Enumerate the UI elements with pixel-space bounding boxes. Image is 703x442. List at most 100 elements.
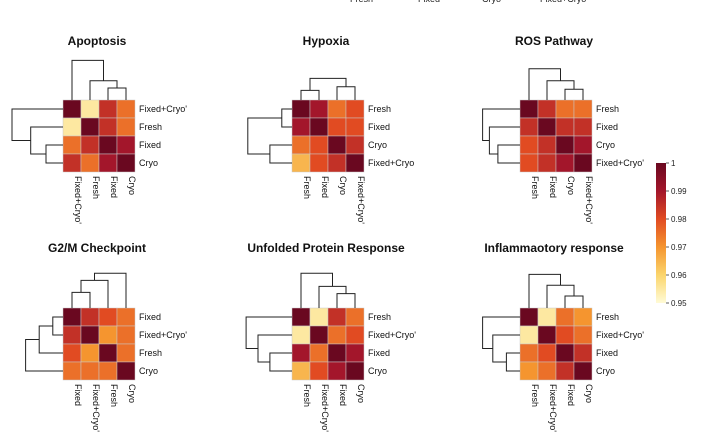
heatmap-cell bbox=[291, 361, 311, 381]
colorbar-tick-label: 0.98 bbox=[671, 215, 687, 224]
column-label: Cryo bbox=[356, 384, 366, 403]
column-label: Fixed+Cryo' bbox=[356, 176, 366, 224]
heatmap-cell bbox=[62, 117, 82, 137]
column-label: Fixed+Cryo' bbox=[91, 384, 101, 432]
heatmap-panel: ROS Pathway Fresh Fixed Cryo Fixed+Cryo' Fres… bbox=[482, 34, 644, 224]
heatmap-cell bbox=[80, 361, 100, 381]
panel-title: Unfolded Protein Response bbox=[247, 241, 405, 255]
heatmap-cell bbox=[345, 153, 365, 173]
row-dendrogram-branch bbox=[52, 316, 63, 336]
heatmap-cell bbox=[62, 307, 82, 327]
row-dendrogram-branch bbox=[257, 334, 292, 363]
heatmap-cell bbox=[537, 117, 557, 137]
column-dendrogram-branch bbox=[80, 279, 109, 308]
panel-title: Hypoxia bbox=[303, 34, 350, 48]
row-dendrogram-branch bbox=[45, 144, 63, 164]
row-dendrogram-branch bbox=[269, 144, 292, 164]
top-legend-label: Fixed bbox=[418, 0, 440, 4]
heatmap-cell bbox=[537, 99, 557, 119]
heatmap-cell bbox=[537, 343, 557, 363]
heatmap-cell bbox=[537, 325, 557, 345]
heatmap-cell bbox=[98, 117, 118, 137]
heatmap-cell bbox=[309, 343, 329, 363]
heatmap-cell bbox=[309, 361, 329, 381]
heatmap-cell bbox=[519, 153, 539, 173]
column-label: Fixed bbox=[73, 384, 83, 406]
column-label: Fresh bbox=[530, 176, 540, 199]
row-dendrogram-branch bbox=[482, 108, 520, 141]
heatmap-cell bbox=[291, 343, 311, 363]
heatmap-cell bbox=[519, 117, 539, 137]
column-label: Cryo bbox=[127, 176, 137, 195]
row-dendrogram-branch bbox=[281, 108, 292, 128]
heatmap-cell bbox=[345, 307, 365, 327]
colorbar-tick-label: 0.97 bbox=[671, 243, 687, 252]
heatmap-cell bbox=[519, 325, 539, 345]
row-label: Cryo bbox=[368, 366, 387, 376]
heatmap-panel: Hypoxia Fresh Fixed Cryo Fixed+Cryo Fresh Fixe… bbox=[247, 34, 414, 224]
heatmap-cell bbox=[116, 325, 136, 345]
column-label: Fixed bbox=[338, 384, 348, 406]
heatmap-cell bbox=[309, 117, 329, 137]
heatmap-cell bbox=[116, 361, 136, 381]
heatmap-cell bbox=[555, 307, 575, 327]
column-label: Fixed bbox=[109, 176, 119, 198]
heatmap-cell bbox=[116, 153, 136, 173]
heatmap-cell bbox=[345, 325, 365, 345]
column-label: Fixed+Cryo' bbox=[584, 176, 594, 224]
row-dendrogram-branch bbox=[497, 144, 520, 164]
heatmap-cell bbox=[555, 99, 575, 119]
heatmap-cell bbox=[291, 307, 311, 327]
row-label: Cryo bbox=[596, 366, 615, 376]
heatmap-cell bbox=[98, 343, 118, 363]
heatmap-cell bbox=[80, 343, 100, 363]
top-legend-label: Fixed+Cryo bbox=[540, 0, 586, 4]
heatmap-panel: G2/M Checkpoint Fixed Fixed+Cryo' Fresh Cryo… bbox=[25, 241, 187, 432]
row-dendrogram-branch bbox=[245, 316, 292, 349]
row-dendrogram-branch bbox=[482, 316, 520, 349]
heatmap-cell bbox=[62, 99, 82, 119]
heatmap-cell bbox=[62, 325, 82, 345]
column-label: Fixed+Cryo' bbox=[320, 384, 330, 432]
column-label: Fixed bbox=[566, 384, 576, 406]
panel-title: Inflammaotory response bbox=[484, 241, 624, 255]
heatmap-cell bbox=[62, 343, 82, 363]
heatmap-cell bbox=[573, 307, 593, 327]
heatmap-cell bbox=[309, 307, 329, 327]
heatmap-cell bbox=[80, 307, 100, 327]
panel-title: Apoptosis bbox=[68, 34, 127, 48]
column-label: Cryo bbox=[127, 384, 137, 403]
heatmap-cell bbox=[519, 343, 539, 363]
column-dendrogram-branch bbox=[300, 89, 320, 100]
column-dendrogram-branch bbox=[336, 86, 356, 100]
heatmap-cell bbox=[98, 307, 118, 327]
heatmap-cell bbox=[555, 325, 575, 345]
heatmap-cell bbox=[573, 99, 593, 119]
heatmap-cell bbox=[327, 117, 347, 137]
row-label: Cryo bbox=[596, 140, 615, 150]
row-label: Fresh bbox=[139, 348, 162, 358]
heatmap-cell bbox=[98, 135, 118, 155]
row-label: Fixed+Cryo' bbox=[139, 104, 187, 114]
column-dendrogram-branch bbox=[336, 293, 356, 308]
row-label: Fixed bbox=[368, 348, 390, 358]
row-label: Fixed+Cryo bbox=[368, 158, 414, 168]
heatmap-cell bbox=[555, 343, 575, 363]
heatmap-cell bbox=[309, 153, 329, 173]
heatmap-cell bbox=[573, 135, 593, 155]
column-dendrogram-branch bbox=[94, 272, 127, 308]
heatmap-cell bbox=[327, 343, 347, 363]
heatmap-cell bbox=[537, 153, 557, 173]
row-label: Fixed bbox=[596, 122, 618, 132]
top-legend-label: Cryo bbox=[482, 0, 501, 4]
row-dendrogram-branch bbox=[25, 339, 63, 372]
row-dendrogram-branch bbox=[30, 126, 63, 155]
heatmap-cell bbox=[62, 361, 82, 381]
heatmap-cell bbox=[519, 361, 539, 381]
row-label: Fresh bbox=[139, 122, 162, 132]
heatmap-cell bbox=[327, 325, 347, 345]
heatmap-cell bbox=[80, 117, 100, 137]
row-label: Fixed bbox=[139, 312, 161, 322]
heatmap-cell bbox=[573, 117, 593, 137]
